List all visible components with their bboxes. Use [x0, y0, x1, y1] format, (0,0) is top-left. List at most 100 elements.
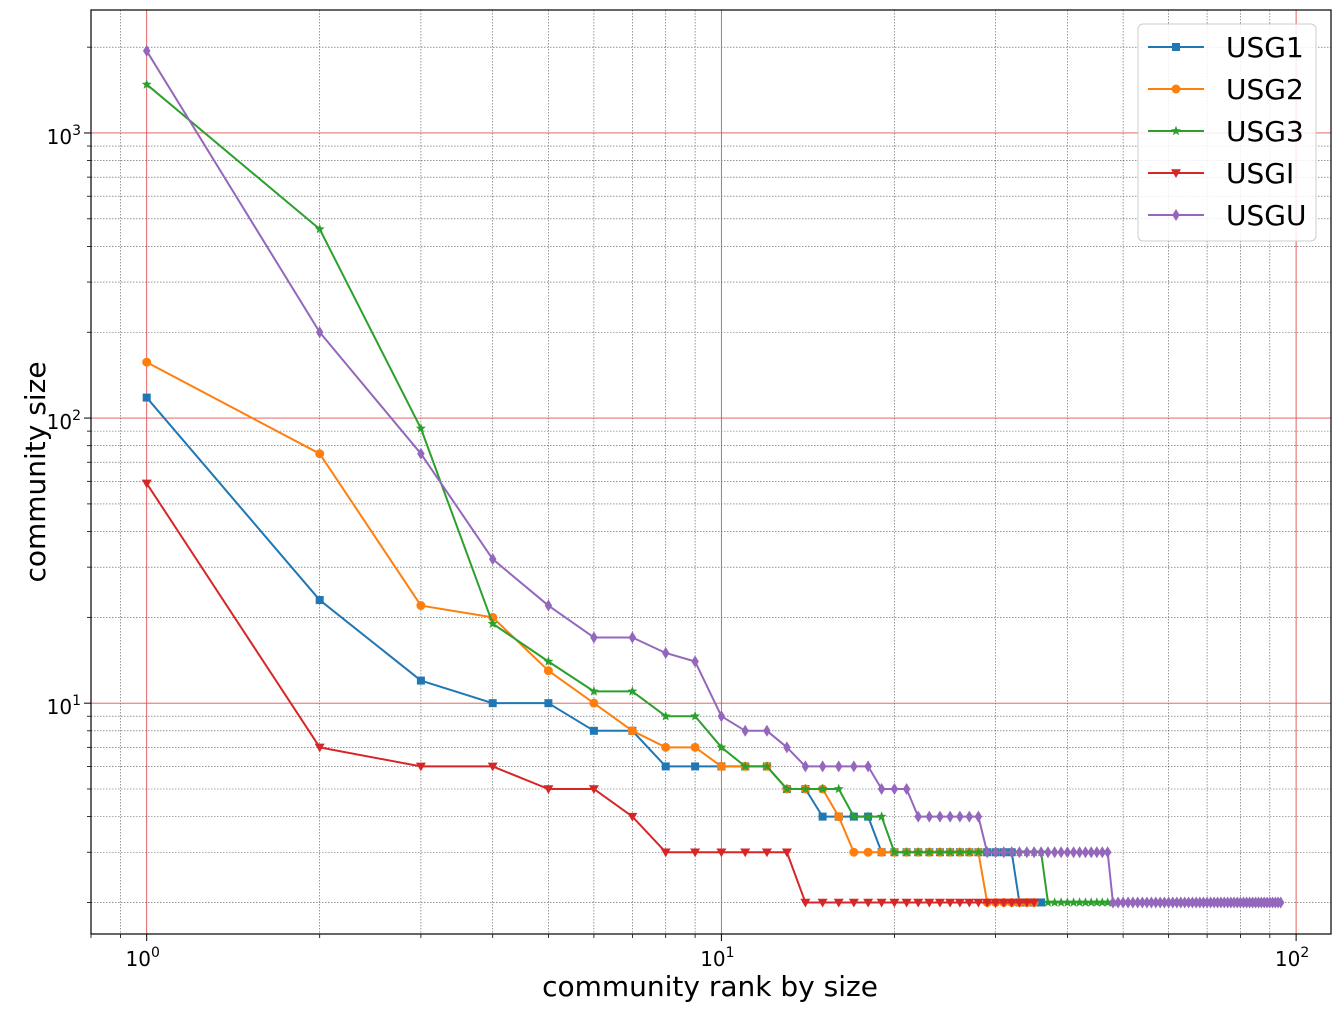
series-usgu: [142, 44, 1285, 909]
data-point-usgu: [142, 44, 151, 57]
data-point-usgi: [945, 898, 956, 908]
data-point-usgu: [783, 741, 791, 754]
data-point-usg3: [627, 686, 638, 696]
data-point-usgu: [417, 447, 425, 460]
data-point-usgu: [717, 710, 726, 723]
data-point-usg3: [1080, 897, 1091, 907]
legend-label-usgi: USGI: [1226, 157, 1294, 190]
legend-label-usg2: USG2: [1226, 73, 1304, 106]
data-point-usgi: [1021, 898, 1032, 908]
data-point-usgu: [1276, 896, 1285, 909]
legend-marker-usgi: [1171, 169, 1181, 178]
data-point-usg1: [416, 676, 425, 685]
data-point-usg3: [1102, 897, 1113, 907]
data-point-usgu: [315, 326, 324, 339]
data-point-usgu: [1093, 846, 1101, 859]
data-point-usg2: [834, 812, 844, 822]
data-point-usg2: [863, 847, 873, 857]
data-point-usg1: [142, 393, 151, 402]
data-point-usg3: [1056, 897, 1067, 907]
y-tick-label: 103: [47, 123, 81, 149]
plot-frame: [90, 9, 1332, 935]
x-tick-label: 101: [700, 945, 734, 971]
data-point-usg3: [848, 811, 859, 821]
data-point-usgu: [983, 846, 991, 859]
data-point-usg1: [315, 596, 324, 605]
data-point-usgi: [415, 762, 426, 772]
data-point-usgu: [1133, 896, 1142, 909]
data-point-usgu: [1152, 896, 1160, 909]
data-point-usg3: [945, 846, 956, 857]
data-point-usgi: [716, 848, 727, 858]
data-point-usgu: [1023, 846, 1031, 859]
data-point-usgu: [801, 760, 810, 773]
data-point-usg3: [1062, 897, 1073, 907]
data-point-usg3: [543, 656, 554, 666]
data-point-usgi: [876, 898, 887, 908]
data-point-usg1: [691, 762, 700, 771]
data-point-usgu: [890, 782, 899, 795]
data-point-usg3: [1074, 897, 1085, 907]
data-point-usgi: [998, 898, 1009, 908]
data-point-usgu: [965, 810, 974, 823]
data-point-usgu: [1069, 846, 1078, 859]
data-point-usgu: [1188, 896, 1197, 909]
data-point-usgi: [848, 898, 859, 908]
data-point-usgi: [690, 848, 701, 858]
data-point-usgi: [740, 848, 751, 858]
data-point-usgi: [487, 762, 498, 772]
data-point-usgi: [781, 848, 792, 858]
data-point-usgi: [982, 898, 993, 908]
data-point-usg3: [716, 742, 727, 752]
data-point-usgu: [902, 782, 911, 795]
data-point-usgu: [1138, 896, 1147, 909]
data-point-usgu: [1098, 846, 1107, 859]
data-point-usgu: [1075, 846, 1084, 859]
legend-item-usgi: USGI: [1148, 157, 1294, 190]
data-point-usgu: [818, 760, 827, 773]
data-point-usg3: [973, 846, 984, 857]
data-point-usg3: [660, 710, 671, 721]
data-point-usgu: [1114, 896, 1122, 909]
legend-box: [1137, 23, 1317, 242]
legend-marker-usgu: [1172, 209, 1180, 221]
data-point-usg3: [740, 761, 751, 771]
data-point-usgi: [954, 898, 965, 908]
data-point-usgi: [141, 479, 152, 489]
data-point-usgu: [834, 760, 843, 773]
data-point-usgi: [913, 898, 924, 908]
legend-item-usg1: USG1: [1148, 31, 1304, 64]
data-point-usg2: [142, 357, 152, 367]
data-point-usgu: [1030, 846, 1038, 859]
data-point-usg3: [588, 686, 599, 696]
data-point-usgu: [1180, 896, 1189, 909]
data-point-usgu: [1177, 896, 1185, 909]
data-point-usg2: [589, 698, 599, 708]
data-point-usgu: [1050, 846, 1059, 859]
data-point-usgu: [850, 760, 858, 773]
data-point-usgi: [1014, 898, 1025, 908]
data-point-usg3: [1097, 897, 1108, 907]
data-point-usg2: [627, 726, 637, 736]
major-gridlines: [91, 10, 1331, 934]
data-point-usg3: [1068, 897, 1079, 907]
data-point-usgi: [314, 743, 325, 753]
data-point-usgu: [1081, 846, 1090, 859]
x-tick-label: 102: [1275, 945, 1309, 971]
data-point-usg2: [716, 761, 726, 771]
data-point-usgi: [833, 898, 844, 908]
data-point-usg3: [487, 618, 498, 628]
data-point-usgu: [544, 599, 553, 612]
data-point-usgu: [1087, 846, 1095, 859]
legend-item-usg3: USG3: [1148, 115, 1304, 148]
data-point-usg3: [761, 761, 772, 771]
data-point-usgu: [1037, 846, 1045, 859]
data-point-usg1: [589, 726, 598, 735]
data-point-usgu: [1007, 846, 1016, 859]
data-point-usgu: [1184, 896, 1193, 909]
data-point-usgu: [925, 810, 934, 823]
axis-ticks: 100 101 102 101 102 103: [47, 46, 1309, 971]
data-point-usgi: [863, 898, 874, 908]
data-point-usgu: [1044, 846, 1052, 859]
data-point-usgi: [934, 898, 945, 908]
